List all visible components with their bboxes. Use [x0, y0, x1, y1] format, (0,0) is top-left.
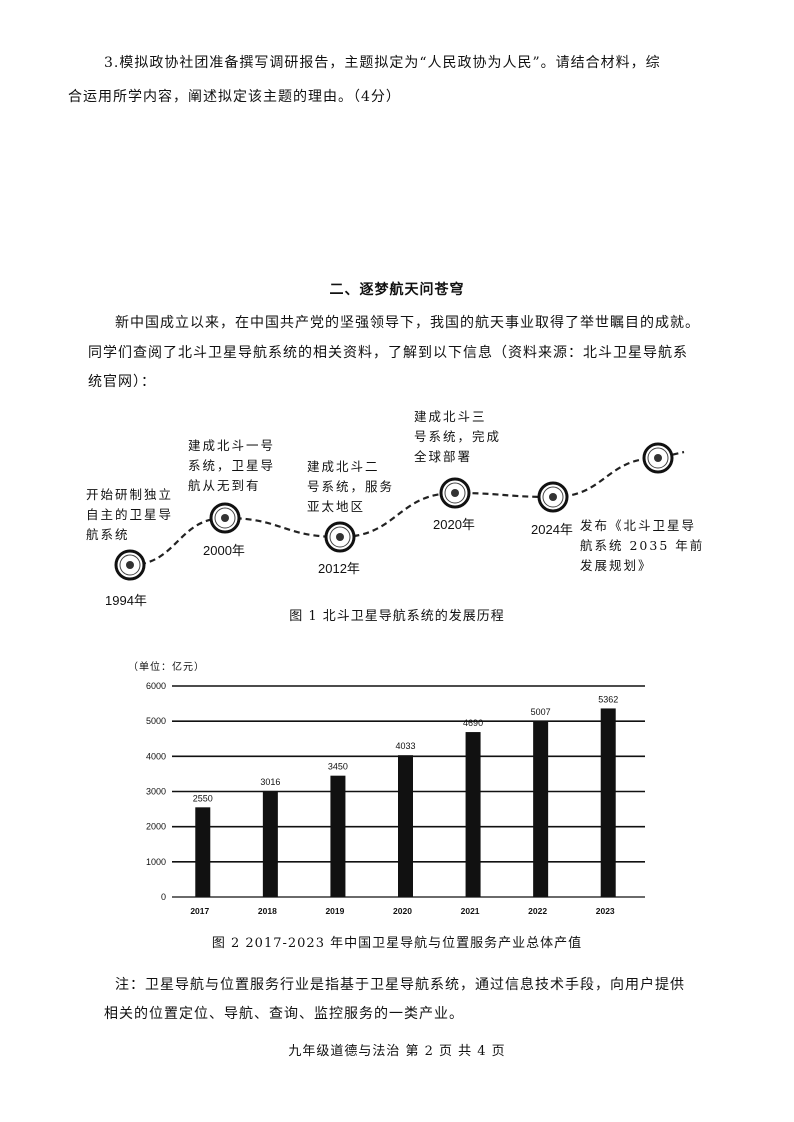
timeline-year: 2000年 — [203, 543, 245, 558]
x-tick-label: 2022 — [528, 906, 547, 916]
timeline-event-text: 开始研制独立 自主的卫星导 航系统 — [86, 487, 174, 542]
bar-2022 — [533, 720, 549, 897]
x-tick-label: 2019 — [325, 906, 344, 916]
intro-paragraph-line-3: 统官网）： — [88, 374, 156, 390]
page-footer: 九年级道德与法治 第 2 页 共 4 页 — [288, 1044, 506, 1059]
question-line-1: 3.模拟政协社团准备撰写调研报告，主题拟定为“人民政协为人民”。请结合材料，综 — [104, 55, 661, 71]
timeline-year: 2024年 — [531, 522, 573, 537]
timeline-event-text: 发布《北斗卫星导 航系统 2035 年前 发展规划》 — [580, 518, 705, 573]
timeline-node-dot — [451, 489, 459, 497]
note-line-1: 注：卫星导航与位置服务行业是指基于卫星导航系统，通过信息技术手段，向用户提供 — [115, 977, 685, 993]
timeline-event-text: 建成北斗一号 系统，卫星导 航从无到有 — [188, 438, 276, 493]
data-label: 3450 — [328, 762, 348, 772]
data-label: 4690 — [463, 718, 483, 728]
x-tick-label: 2023 — [596, 906, 615, 916]
bar-2020 — [398, 755, 413, 897]
timeline-figure — [114, 442, 685, 581]
figure-2-caption: 图 2 2017-2023 年中国卫星导航与位置服务产业总体产值 — [211, 936, 583, 951]
bar-2023 — [600, 708, 616, 897]
data-label: 2550 — [193, 793, 213, 803]
data-label: 3016 — [260, 777, 280, 787]
timeline-year: 1994年 — [105, 593, 147, 608]
bar-2019 — [330, 775, 346, 897]
data-label: 5007 — [531, 707, 551, 717]
bar-2018 — [262, 790, 278, 897]
timeline-node-dot — [221, 514, 229, 522]
timeline-event-text: 建成北斗三 号系统，完成 全球部署 — [414, 409, 502, 464]
y-tick-label: 2000 — [146, 822, 166, 832]
section-title: 二、逐梦航天问苍穹 — [329, 282, 465, 298]
y-tick-label: 1000 — [146, 857, 166, 867]
chart-unit-label: （单位：亿元） — [128, 662, 205, 673]
figure-1-caption: 图 1 北斗卫星导航系统的发展历程 — [289, 609, 505, 624]
timeline-node-dot — [126, 561, 134, 569]
bar-2017 — [195, 807, 211, 897]
x-tick-label: 2020 — [393, 906, 412, 916]
y-tick-label: 4000 — [146, 751, 166, 761]
y-tick-label: 3000 — [146, 787, 166, 797]
y-tick-label: 0 — [161, 892, 166, 902]
x-tick-label: 2017 — [190, 906, 209, 916]
intro-paragraph-line-1: 新中国成立以来，在中国共产党的坚强领导下，我国的航天事业取得了举世瞩目的成就。 — [115, 315, 700, 331]
bar-2021 — [465, 732, 481, 897]
question-line-2: 合运用所学内容，阐述拟定该主题的理由。（4分） — [68, 89, 401, 105]
intro-paragraph-line-2: 同学们查阅了北斗卫星导航系统的相关资料，了解到以下信息（资料来源：北斗卫星导航系 — [88, 345, 688, 361]
bar-chart: 0 1000 2000 3000 4000 5000 6000 2550 2017 3016 201… — [146, 681, 645, 916]
timeline-node-dot — [549, 493, 557, 501]
timeline-year: 2012年 — [318, 561, 360, 576]
timeline-event-text: 建成北斗二 号系统，服务 亚太地区 — [307, 459, 395, 514]
timeline-node-dot — [654, 454, 662, 462]
y-tick-label: 5000 — [146, 716, 166, 726]
timeline-dashed-path — [129, 450, 685, 567]
x-tick-label: 2018 — [258, 906, 277, 916]
x-tick-label: 2021 — [461, 906, 480, 916]
timeline-node-dot — [336, 533, 344, 541]
data-label: 5362 — [598, 694, 618, 704]
note-line-2: 相关的位置定位、导航、查询、监控服务的一类产业。 — [104, 1006, 464, 1022]
data-label: 4033 — [395, 741, 415, 751]
timeline-year: 2020年 — [433, 517, 475, 532]
y-tick-label: 6000 — [146, 681, 166, 691]
